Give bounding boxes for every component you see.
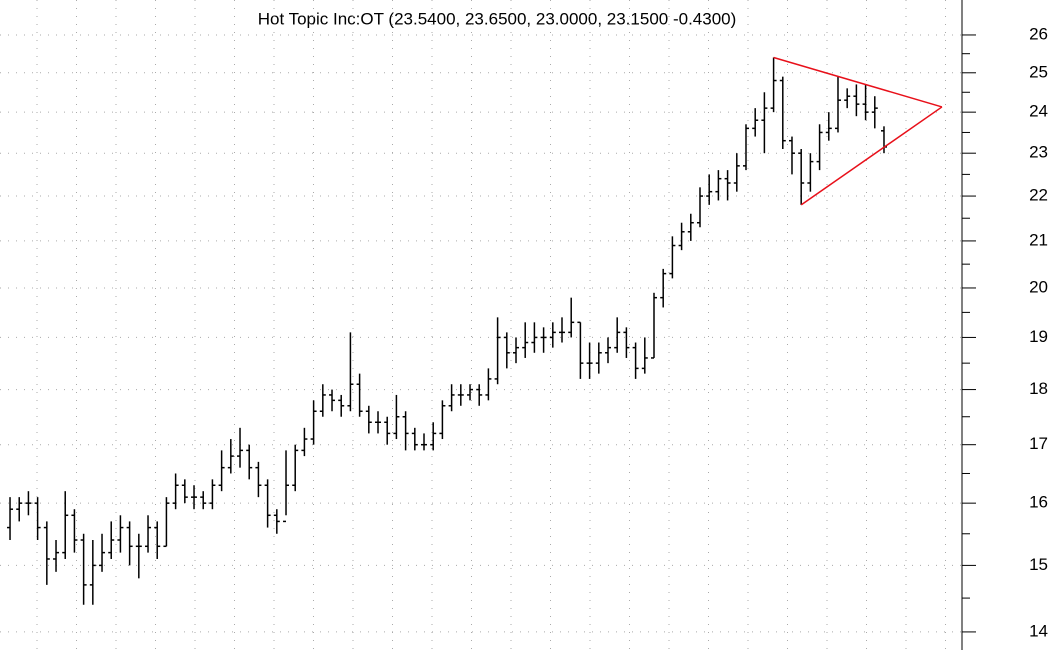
y-tick-label: 19 <box>1029 327 1048 346</box>
trendline <box>773 56 943 108</box>
y-tick-label: 24 <box>1029 102 1048 121</box>
y-tick-label: 22 <box>1029 186 1048 205</box>
y-tick-label: 18 <box>1029 379 1048 398</box>
y-tick-label: 16 <box>1029 493 1048 512</box>
y-tick-label: 21 <box>1029 230 1048 249</box>
y-tick-label: 23 <box>1029 143 1048 162</box>
y-tick-label: 15 <box>1029 555 1048 574</box>
y-tick-label: 20 <box>1029 277 1048 296</box>
y-tick-label: 25 <box>1029 62 1048 81</box>
y-tick-label: 17 <box>1029 434 1048 453</box>
y-tick-label: 26 <box>1029 24 1048 43</box>
chart-title: Hot Topic Inc:OT (23.5400, 23.6500, 23.0… <box>258 9 737 28</box>
y-tick-label: 14 <box>1029 621 1048 640</box>
trendline <box>800 106 943 206</box>
